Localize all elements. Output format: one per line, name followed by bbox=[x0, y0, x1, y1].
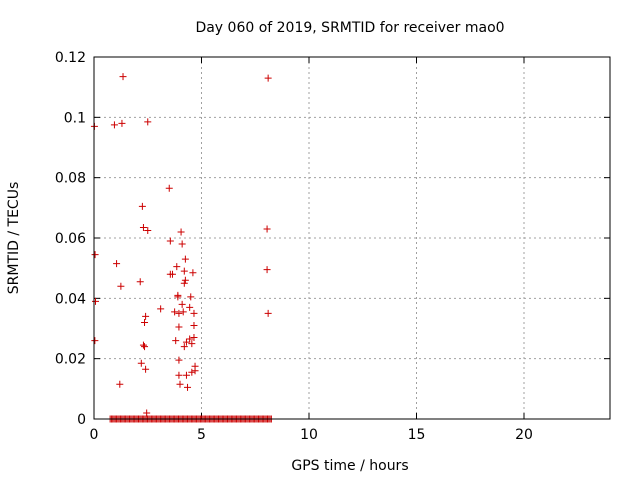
data-point bbox=[190, 321, 198, 329]
data-point bbox=[165, 184, 173, 192]
data-point bbox=[139, 223, 147, 231]
grid-layer bbox=[94, 57, 610, 419]
data-point bbox=[190, 334, 198, 342]
tick-layer: 0 5 10 15 20 0 0.02 0.04 0.06 0.08 0.1 0.12 bbox=[55, 50, 610, 443]
data-point bbox=[171, 308, 179, 316]
data-point bbox=[186, 335, 194, 343]
data-point bbox=[191, 367, 199, 375]
data-point bbox=[116, 380, 124, 388]
data-point bbox=[141, 343, 149, 351]
data-point bbox=[174, 293, 182, 301]
data-point bbox=[136, 278, 144, 286]
data-point bbox=[141, 318, 149, 326]
data-point bbox=[179, 308, 187, 316]
data-point bbox=[186, 303, 194, 311]
data-point bbox=[172, 337, 180, 345]
data-point bbox=[175, 356, 183, 364]
data-point bbox=[190, 309, 198, 317]
data-point bbox=[142, 312, 150, 320]
y-tick-label: 0.1 bbox=[64, 110, 86, 126]
data-point bbox=[178, 300, 186, 308]
data-point bbox=[137, 359, 145, 367]
data-point bbox=[177, 228, 185, 236]
x-tick-label: 10 bbox=[300, 427, 318, 443]
data-point bbox=[168, 270, 176, 278]
data-point bbox=[182, 371, 190, 379]
data-point bbox=[113, 260, 121, 268]
data-point bbox=[173, 263, 181, 271]
data-point bbox=[263, 266, 271, 274]
x-axis-title: GPS time / hours bbox=[291, 458, 408, 474]
data-point bbox=[144, 226, 152, 234]
data-point bbox=[181, 276, 189, 284]
data-point bbox=[110, 121, 118, 129]
y-tick-label: 0.08 bbox=[55, 171, 86, 187]
data-point bbox=[264, 309, 272, 317]
x-tick-label: 20 bbox=[515, 427, 533, 443]
point-layer bbox=[90, 73, 275, 423]
data-point bbox=[175, 309, 183, 317]
data-point bbox=[166, 237, 174, 245]
data-point bbox=[142, 365, 150, 373]
data-point bbox=[91, 337, 99, 345]
data-point bbox=[117, 282, 125, 290]
y-tick-label: 0.04 bbox=[55, 291, 86, 307]
y-tick-label: 0.02 bbox=[55, 352, 86, 368]
data-point bbox=[144, 118, 152, 126]
data-point bbox=[180, 267, 188, 275]
data-point bbox=[143, 409, 151, 417]
data-point bbox=[175, 371, 183, 379]
data-point bbox=[180, 343, 188, 351]
data-point bbox=[184, 383, 192, 391]
data-point bbox=[118, 119, 126, 127]
x-tick-label: 5 bbox=[197, 427, 206, 443]
x-tick-label: 15 bbox=[408, 427, 426, 443]
data-point bbox=[187, 293, 195, 301]
plot-frame bbox=[93, 56, 611, 420]
data-point bbox=[92, 297, 100, 305]
data-point bbox=[139, 341, 147, 349]
data-point bbox=[263, 225, 271, 233]
data-point bbox=[180, 279, 188, 287]
data-point bbox=[189, 269, 197, 277]
y-axis-title: SRMTID / TECUs bbox=[6, 182, 22, 295]
data-point bbox=[264, 74, 272, 82]
y-tick-label: 0.06 bbox=[55, 231, 86, 247]
data-point bbox=[181, 255, 189, 263]
data-point bbox=[138, 202, 146, 210]
data-point bbox=[178, 240, 186, 248]
data-point bbox=[188, 340, 196, 348]
data-point bbox=[176, 380, 184, 388]
y-tick-label: 0.12 bbox=[55, 50, 86, 66]
data-point bbox=[188, 368, 196, 376]
data-point bbox=[119, 73, 127, 81]
chart-title: Day 060 of 2019, SRMTID for receiver mao… bbox=[195, 20, 504, 36]
data-point bbox=[157, 305, 165, 313]
data-point bbox=[175, 323, 183, 331]
data-point bbox=[182, 338, 190, 346]
y-tick-label: 0 bbox=[77, 412, 86, 428]
data-point bbox=[91, 251, 99, 259]
x-tick-label: 0 bbox=[90, 427, 99, 443]
